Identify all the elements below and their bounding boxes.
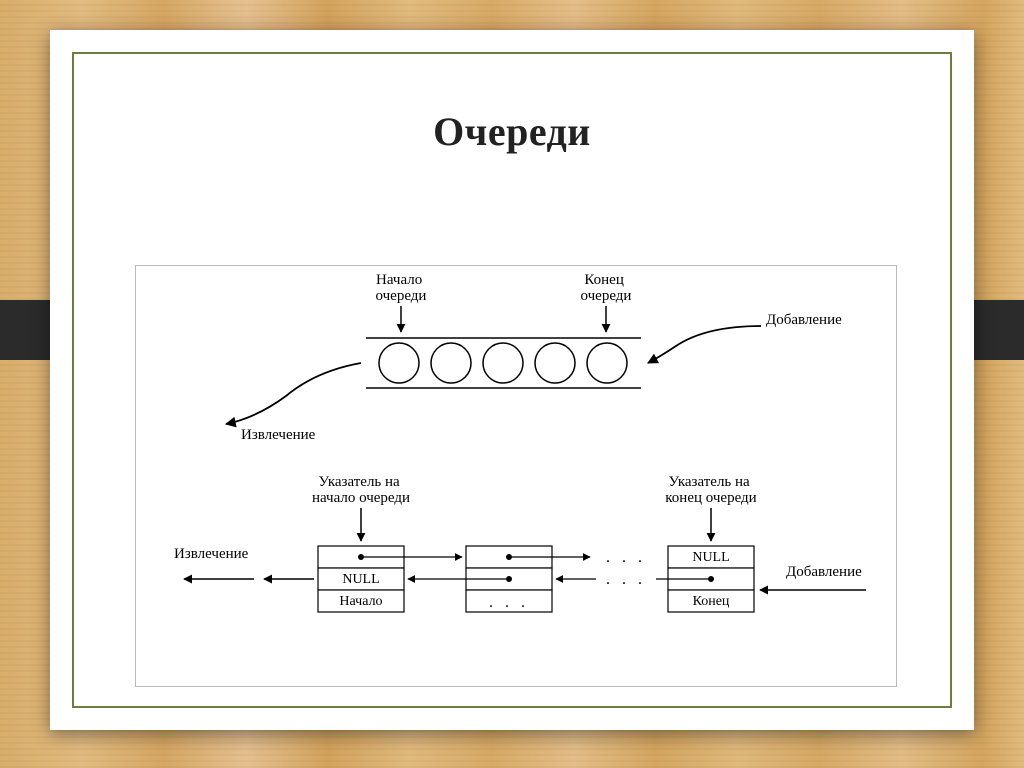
label-tail-ptr: Указатель на конец очереди	[665, 474, 756, 506]
label-add: Добавление	[766, 312, 842, 328]
slide: Очереди Начало очереди Конец	[50, 30, 974, 730]
queue-diagram: Начало очереди Конец очереди Добавление …	[135, 265, 897, 687]
label-add2: Добавление	[786, 564, 862, 580]
label-tail: Конец очереди	[581, 272, 632, 304]
queue-slot	[431, 343, 471, 383]
label-head: Начало очереди	[376, 272, 427, 304]
cell-ellipsis: . . .	[489, 594, 529, 611]
queue-slot	[587, 343, 627, 383]
arrow-remove-curve	[226, 363, 361, 424]
queue-slot	[379, 343, 419, 383]
cell-null-2: NULL	[692, 550, 729, 565]
queue-slot	[535, 343, 575, 383]
ellipsis-top: . . .	[606, 549, 646, 566]
node-begin: NULL Начало	[318, 546, 404, 612]
slide-title: Очереди	[50, 108, 974, 155]
label-remove2: Извлечение	[174, 546, 249, 562]
cell-null-1: NULL	[342, 572, 379, 587]
cell-begin: Начало	[339, 594, 382, 609]
stage: Очереди Начало очереди Конец	[0, 0, 1024, 768]
ellipsis-bot: . . .	[606, 571, 646, 588]
array-queue-figure: Начало очереди Конец очереди Добавление …	[226, 272, 842, 443]
linked-queue-figure: Указатель на начало очереди Указатель на…	[174, 474, 866, 612]
arrow-add-curve	[648, 326, 761, 363]
cell-end: Конец	[693, 594, 730, 609]
label-remove: Извлечение	[241, 427, 316, 443]
label-head-ptr: Указатель на начало очереди	[312, 474, 410, 506]
queue-slot	[483, 343, 523, 383]
